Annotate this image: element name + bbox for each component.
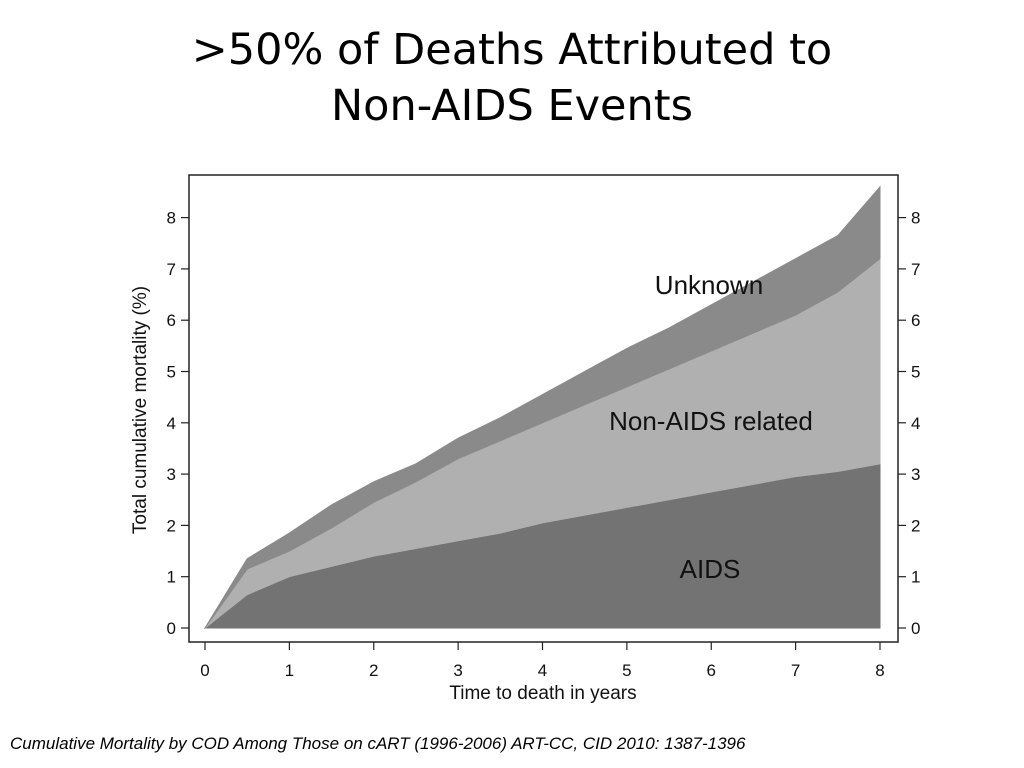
series-label-aids: AIDS [680, 554, 741, 584]
stacked-areas [203, 185, 881, 629]
left-y-tick-label: 5 [167, 363, 176, 382]
right-y-axis: 0 1 2 3 4 5 6 7 8 [898, 209, 920, 638]
right-y-tick-label: 0 [911, 619, 920, 638]
right-y-tick-label: 2 [911, 516, 920, 535]
left-y-tick-label: 0 [167, 619, 176, 638]
series-label-unknown: Unknown [655, 270, 763, 300]
left-y-tick-label: 2 [167, 516, 176, 535]
left-y-axis: 0 1 2 3 4 5 6 7 8 [167, 209, 189, 638]
citation-caption: Cumulative Mortality by COD Among Those … [10, 734, 746, 753]
right-y-tick-label: 3 [911, 465, 920, 484]
slide-title-line-2: Non-AIDS Events [330, 81, 694, 131]
right-y-tick-label: 7 [911, 260, 920, 279]
x-tick-label: 3 [453, 661, 462, 680]
x-tick-label: 6 [707, 661, 716, 680]
x-tick-label: 1 [285, 661, 294, 680]
x-tick-label: 0 [200, 661, 209, 680]
left-y-tick-label: 6 [167, 311, 176, 330]
left-y-tick-label: 1 [167, 568, 176, 587]
right-y-tick-label: 6 [911, 311, 920, 330]
right-y-tick-label: 4 [911, 414, 920, 433]
x-tick-label: 2 [369, 661, 378, 680]
right-y-tick-label: 5 [911, 363, 920, 382]
x-axis: 0 1 2 3 4 5 6 7 8 [200, 642, 885, 680]
x-tick-label: 4 [538, 661, 547, 680]
x-tick-label: 5 [622, 661, 631, 680]
left-y-tick-label: 4 [167, 414, 176, 433]
x-axis-label: Time to death in years [449, 683, 636, 704]
slide-title: >50% of Deaths Attributed to Non-AIDS Ev… [0, 22, 1024, 134]
x-tick-label: 7 [791, 661, 800, 680]
left-y-tick-label: 3 [167, 465, 176, 484]
series-label-non-aids-related: Non-AIDS related [609, 406, 813, 436]
y-axis-label: Total cumulative mortality (%) [130, 286, 151, 534]
right-y-tick-label: 1 [911, 568, 920, 587]
left-y-tick-label: 7 [167, 260, 176, 279]
x-tick-label: 8 [875, 661, 884, 680]
series-labels: AIDS Non-AIDS related Unknown [609, 270, 813, 584]
slide-title-line-1: >50% of Deaths Attributed to [191, 25, 833, 75]
area-unknown [204, 185, 881, 629]
right-y-tick-label: 8 [911, 209, 920, 228]
left-y-tick-label: 8 [167, 209, 176, 228]
